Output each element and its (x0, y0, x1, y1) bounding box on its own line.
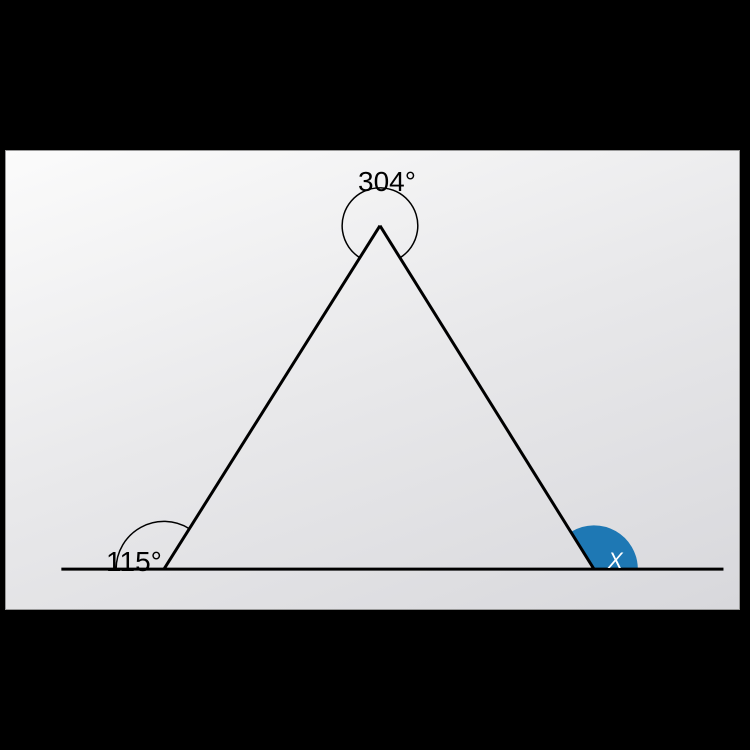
apex-angle-label: 304° (358, 166, 416, 198)
diagram-panel: 304° 115° X (5, 150, 740, 610)
left-angle-label: 115° (106, 546, 162, 578)
apex-reflex-arc (342, 188, 418, 258)
triangle-right-side (380, 226, 594, 570)
triangle-diagram (6, 151, 739, 609)
right-angle-x-label: X (608, 548, 623, 574)
triangle-left-side (164, 226, 380, 570)
